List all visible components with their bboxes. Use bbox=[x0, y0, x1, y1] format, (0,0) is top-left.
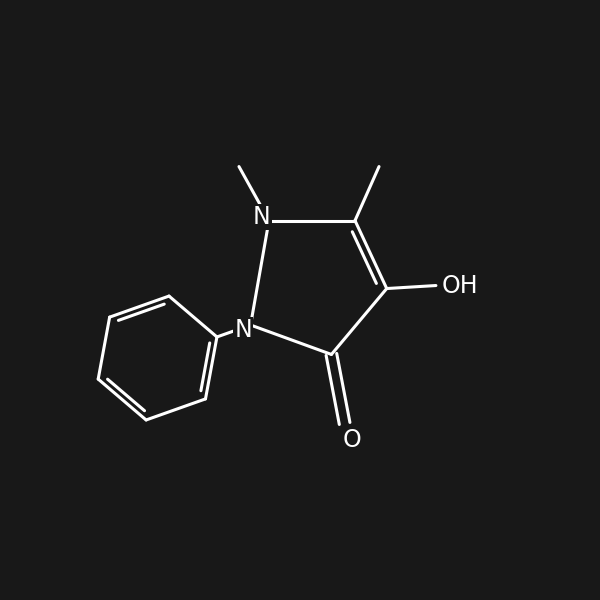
Text: N: N bbox=[253, 205, 271, 229]
Text: O: O bbox=[343, 428, 361, 452]
Text: N: N bbox=[235, 318, 252, 342]
Text: OH: OH bbox=[442, 274, 478, 298]
